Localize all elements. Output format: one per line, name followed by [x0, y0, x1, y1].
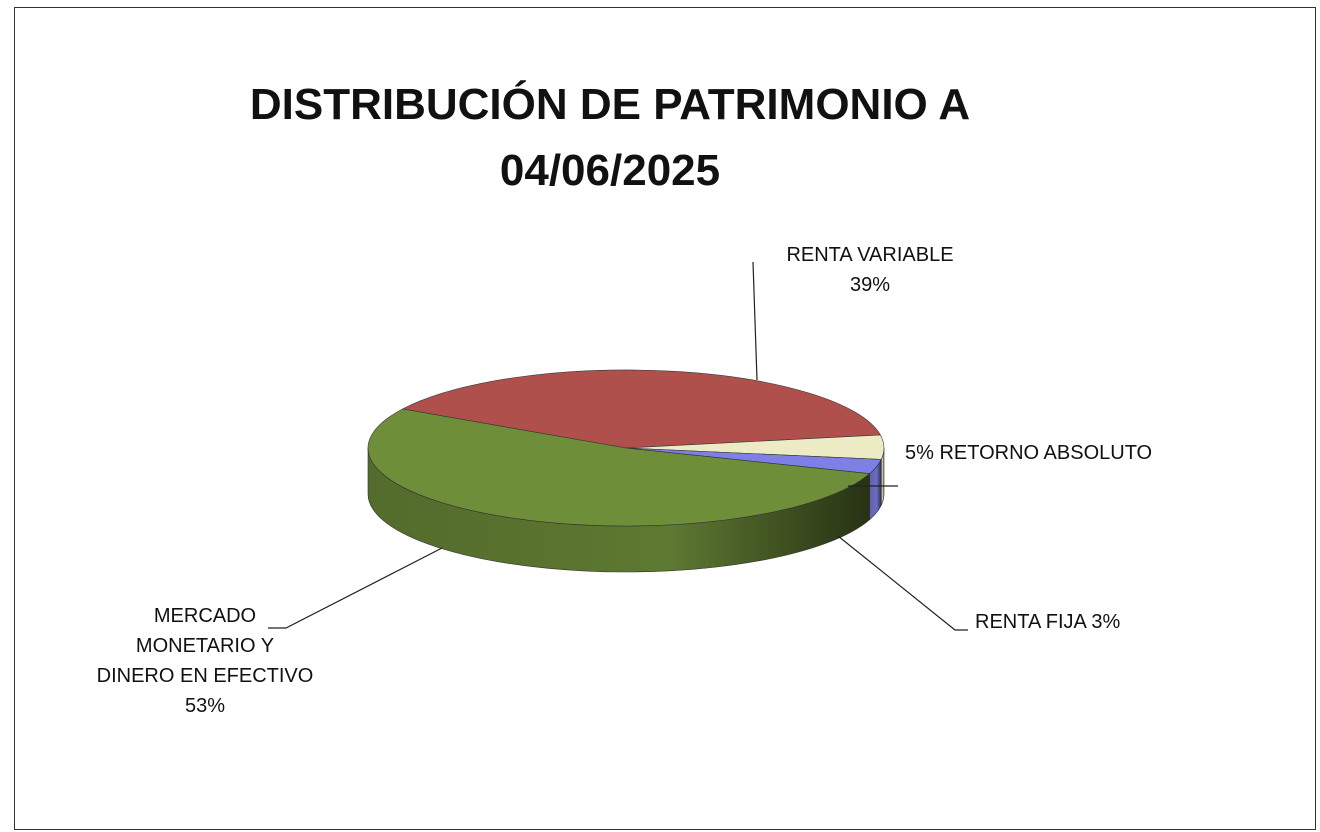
- slice: [401, 369, 881, 449]
- data-label: RENTA VARIABLE 39%: [760, 240, 980, 300]
- data-label: 5% RETORNO ABSOLUTO: [905, 438, 1235, 468]
- label-value: 3%: [1091, 611, 1121, 633]
- label-category: RETORNO ABSOLUTO: [939, 442, 1153, 464]
- data-label: MERCADO MONETARIO Y DINERO EN EFECTIVO 5…: [95, 601, 315, 721]
- label-value: 53%: [184, 695, 226, 717]
- label-value: 39%: [849, 274, 891, 296]
- label-category: MERCADO MONETARIO Y DINERO EN EFECTIVO: [96, 605, 314, 687]
- chart-title: DISTRIBUCIÓN DE PATRIMONIO A 04/06/2025: [249, 80, 971, 195]
- leader-line: [752, 261, 758, 381]
- label-category: RENTA VARIABLE: [786, 244, 954, 266]
- chart-frame: [14, 7, 1316, 830]
- slice: [367, 408, 871, 527]
- label-category: RENTA FIJA: [975, 611, 1086, 633]
- data-label: RENTA FIJA 3%: [975, 607, 1195, 637]
- label-value: 5%: [905, 442, 934, 464]
- leader-line: [837, 535, 968, 631]
- leader-line: [268, 547, 443, 629]
